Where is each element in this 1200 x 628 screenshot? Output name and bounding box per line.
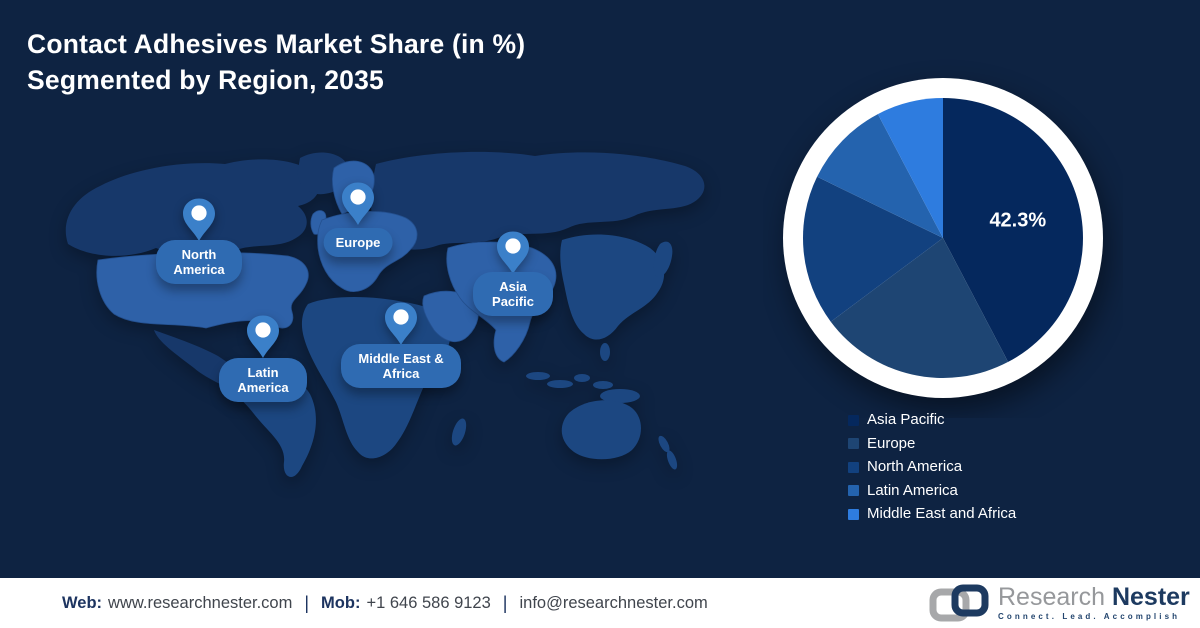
world-map <box>65 151 705 478</box>
divider: | <box>304 592 310 613</box>
location-pin-icon-europe <box>341 181 375 227</box>
logo-text: Research Nester Connect. Lead. Accomplis… <box>998 583 1190 622</box>
logo-name-secondary: Nester <box>1111 583 1190 611</box>
contact-info: Web: www.researchnester.com | Mob: +1 64… <box>62 578 708 628</box>
legend-item-latin-america: Latin America <box>848 482 1016 500</box>
map-indonesia-island <box>593 381 613 389</box>
page-title: Contact Adhesives Market Share (in %) Se… <box>27 26 525 98</box>
legend-swatch-icon <box>848 461 859 473</box>
email-link[interactable]: info@researchnester.com <box>519 593 708 612</box>
map-china-se-asia <box>560 234 665 340</box>
legend-swatch-icon <box>848 485 859 496</box>
map-indonesia-island <box>547 380 573 388</box>
region-label-asia-pacific: Asia Pacific <box>473 272 553 316</box>
map-japan <box>653 241 673 277</box>
legend-item-asia-pacific: Asia Pacific <box>848 411 1016 429</box>
research-nester-logo: Research Nester Connect. Lead. Accomplis… <box>928 583 1190 623</box>
legend-swatch-icon <box>848 508 859 520</box>
region-label-middle-east-africa: Middle East & Africa <box>341 344 461 388</box>
pie-legend: Asia Pacific Europe North America Latin Ame… <box>848 411 1016 523</box>
map-new-zealand <box>658 435 670 453</box>
pie-chart: 42.3% <box>783 78 1103 398</box>
legend-swatch-icon <box>848 438 859 449</box>
map-philippines <box>600 343 610 361</box>
legend-item-middle-east-and-africa: Middle East and Africa <box>848 505 1016 523</box>
legend-label: Latin America <box>867 481 958 499</box>
logo-name-primary: Research <box>998 583 1105 611</box>
logo-tagline: Connect. Lead. Accomplish <box>998 612 1181 621</box>
map-new-zealand <box>666 450 678 470</box>
legend-label: Europe <box>867 434 916 452</box>
phone-number[interactable]: +1 646 586 9123 <box>366 593 491 612</box>
region-label-europe: Europe <box>323 228 393 257</box>
title-line-2: Segmented by Region, 2035 <box>27 65 384 95</box>
pie-slice-asia-pacific <box>943 98 1083 362</box>
map-usa <box>96 252 309 329</box>
research-nester-logo-icon <box>929 584 989 622</box>
pie-slice-north-america <box>802 176 943 322</box>
map-indonesia-island <box>574 374 590 382</box>
map-russia <box>371 151 705 250</box>
region-label-north-america: North America <box>156 240 242 284</box>
region-label-latin-america: Latin America <box>219 358 307 402</box>
website-link[interactable]: www.researchnester.com <box>108 593 293 612</box>
legend-swatch-icon <box>848 414 859 426</box>
legend-label: North America <box>867 458 963 475</box>
map-new-guinea <box>600 389 640 403</box>
footer-bar: Web: www.researchnester.com | Mob: +1 64… <box>0 578 1200 628</box>
map-australia <box>561 400 641 460</box>
pie-slice-latin-america <box>817 114 943 238</box>
pie-slice-europe <box>830 238 1009 378</box>
title-line-1: Contact Adhesives Market Share (in %) <box>27 29 526 59</box>
location-pin-icon-latin-america <box>246 314 280 360</box>
legend-item-europe: Europe <box>848 435 1016 453</box>
legend-label: Asia Pacific <box>867 411 945 428</box>
mob-label: Mob: <box>321 593 361 612</box>
legend-label: Middle East and Africa <box>867 505 1017 522</box>
location-pin-icon-north-america <box>182 197 216 243</box>
location-pin-icon-asia-pacific <box>496 230 530 276</box>
map-indonesia-island <box>526 372 550 380</box>
pie-data-label: 42.3% <box>989 210 1046 232</box>
web-label: Web: <box>62 593 103 612</box>
legend-item-north-america: North America <box>848 458 1016 476</box>
pie-slice-middle-east-and-africa <box>877 98 943 238</box>
divider: | <box>502 592 508 613</box>
location-pin-icon-middle-east-africa <box>384 301 418 347</box>
map-madagascar <box>451 418 467 446</box>
